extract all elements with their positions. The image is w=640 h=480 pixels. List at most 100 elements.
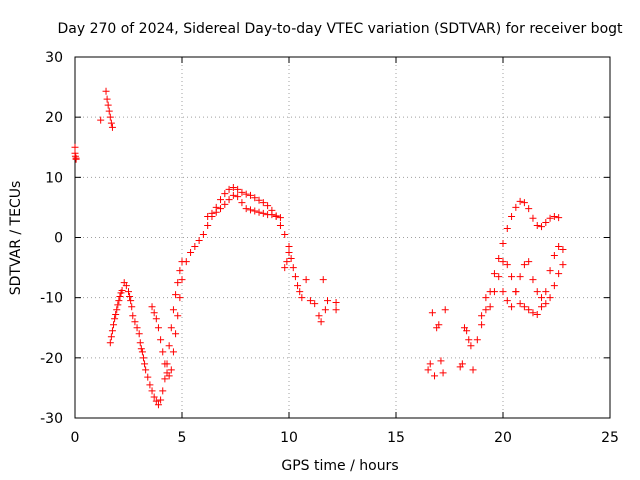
data-point xyxy=(503,297,511,305)
data-point xyxy=(538,303,546,311)
data-point xyxy=(116,292,124,300)
data-point xyxy=(281,264,289,272)
data-point xyxy=(546,214,554,222)
data-point xyxy=(127,297,135,305)
data-point xyxy=(538,294,546,302)
data-point xyxy=(520,199,528,207)
data-point xyxy=(550,212,558,220)
data-point xyxy=(555,243,563,251)
data-point xyxy=(110,321,118,329)
data-point xyxy=(437,357,445,365)
data-point xyxy=(129,312,137,320)
data-point xyxy=(126,292,134,300)
data-point xyxy=(182,258,190,266)
data-point xyxy=(212,208,220,216)
data-point xyxy=(276,214,284,222)
data-point xyxy=(111,315,119,323)
data-point xyxy=(559,261,567,269)
data-point xyxy=(118,286,126,294)
y-tick-label: -10 xyxy=(40,291,63,307)
data-point xyxy=(242,205,250,213)
data-point xyxy=(294,282,302,290)
data-point xyxy=(122,282,130,290)
data-point xyxy=(217,196,225,204)
data-point xyxy=(195,237,203,245)
data-point xyxy=(512,203,520,211)
series-seg-late-curve-a xyxy=(478,197,563,329)
data-point xyxy=(161,375,169,383)
data-point xyxy=(139,354,147,362)
data-point xyxy=(172,330,180,338)
data-point xyxy=(550,252,558,260)
data-point xyxy=(238,188,246,196)
data-point xyxy=(559,246,567,254)
data-point xyxy=(136,339,144,347)
axis-ticks: 0 5 10 15 20 25 -30 -20 -10 0 10 20 30 xyxy=(40,50,619,446)
data-point xyxy=(435,321,443,329)
x-tick-label: 5 xyxy=(178,430,187,446)
data-point xyxy=(439,369,447,377)
data-point xyxy=(538,223,546,231)
data-point xyxy=(176,267,184,275)
grid xyxy=(75,57,610,418)
data-point xyxy=(311,300,319,308)
data-point xyxy=(533,288,541,296)
data-point xyxy=(259,209,267,217)
data-point xyxy=(268,211,276,219)
data-point xyxy=(242,190,250,198)
series-seg-mid-curve-b xyxy=(204,191,284,222)
data-point xyxy=(221,200,229,208)
data-point xyxy=(107,119,115,127)
data-point xyxy=(234,185,242,193)
y-tick-label: -20 xyxy=(40,351,63,367)
data-point xyxy=(251,194,259,202)
data-point xyxy=(503,224,511,232)
data-point xyxy=(144,373,152,381)
data-point xyxy=(137,345,145,353)
data-point xyxy=(516,197,524,205)
data-point xyxy=(264,202,272,210)
data-point xyxy=(321,306,329,314)
data-point xyxy=(217,205,225,213)
data-point xyxy=(178,276,186,284)
data-point xyxy=(555,270,563,278)
data-point xyxy=(529,214,537,222)
data-point xyxy=(133,324,141,332)
data-point xyxy=(508,212,516,220)
data-point xyxy=(467,342,475,350)
y-tick-label: 20 xyxy=(45,110,63,126)
data-point xyxy=(463,327,471,335)
data-point xyxy=(478,312,486,320)
data-point xyxy=(172,291,180,299)
data-point xyxy=(428,309,436,317)
data-point xyxy=(208,209,216,217)
chart-title: Day 270 of 2024, Sidereal Day-to-day VTE… xyxy=(57,21,623,37)
data-point xyxy=(499,288,507,296)
data-point xyxy=(221,190,229,198)
data-point xyxy=(324,297,332,305)
data-point xyxy=(159,387,167,395)
data-point xyxy=(546,267,554,275)
data-point xyxy=(465,336,473,344)
data-point xyxy=(533,221,541,229)
data-point xyxy=(169,306,177,314)
x-axis-label: GPS time / hours xyxy=(281,458,398,474)
data-point xyxy=(169,348,177,356)
data-point xyxy=(499,258,507,266)
data-point xyxy=(490,270,498,278)
data-point xyxy=(114,301,122,309)
data-point xyxy=(148,387,156,395)
data-point xyxy=(199,230,207,238)
data-point xyxy=(478,321,486,329)
series-seg-after-10 xyxy=(281,249,340,326)
data-point xyxy=(146,381,154,389)
data-point xyxy=(315,312,323,320)
data-point xyxy=(486,303,494,311)
data-point xyxy=(424,366,432,374)
data-point xyxy=(431,372,439,380)
data-point xyxy=(516,300,524,308)
data-point xyxy=(490,288,498,296)
data-point xyxy=(142,366,150,374)
data-point xyxy=(281,230,289,238)
